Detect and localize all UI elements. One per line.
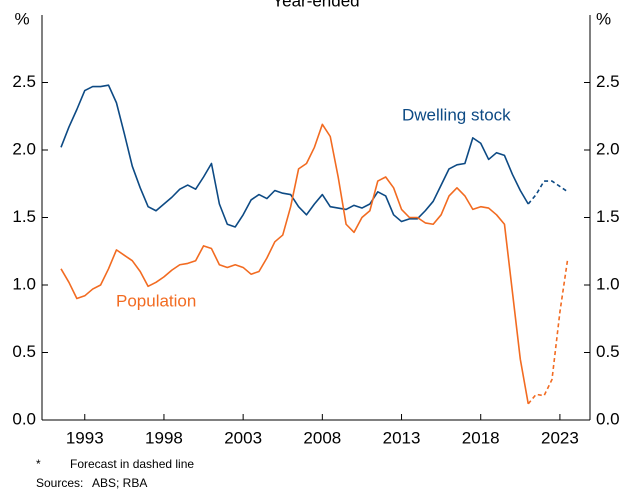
x-tick-label: 1998 (145, 428, 183, 447)
y-tick-label-right: 1.0 (596, 274, 620, 293)
chart-title: Year-ended (272, 0, 359, 10)
x-tick-label: 1993 (66, 428, 104, 447)
series-label: Dwelling stock (402, 105, 511, 124)
forecast-line (527, 257, 569, 405)
y-tick-label-right: 0.5 (596, 342, 620, 361)
y-unit-right: % (596, 9, 611, 28)
y-tick-label: 0.0 (12, 409, 36, 428)
forecast-line (527, 180, 569, 205)
sources: ABS; RBA (92, 476, 147, 490)
y-tick-label: 1.5 (12, 207, 36, 226)
sources-label: Sources: (36, 476, 83, 490)
x-tick-label: 2003 (224, 428, 262, 447)
y-tick-label-right: 1.5 (596, 207, 620, 226)
footnote-marker: * (36, 457, 41, 471)
y-tick-label: 1.0 (12, 274, 36, 293)
y-tick-label: 2.0 (12, 139, 36, 158)
footnote: Forecast in dashed line (70, 457, 194, 471)
y-tick-label: 0.5 (12, 342, 36, 361)
y-unit-left: % (14, 9, 29, 28)
series-line (60, 123, 530, 404)
y-tick-label-right: 0.0 (596, 409, 620, 428)
y-tick-label: 2.5 (12, 72, 36, 91)
x-tick-label: 2018 (462, 428, 500, 447)
series-label: Population (116, 291, 196, 310)
x-tick-label: 2013 (383, 428, 421, 447)
series-line (60, 84, 529, 228)
x-tick-label: 2008 (303, 428, 341, 447)
y-tick-label-right: 2.0 (596, 139, 620, 158)
y-tick-label-right: 2.5 (596, 72, 620, 91)
x-tick-label: 2023 (541, 428, 579, 447)
